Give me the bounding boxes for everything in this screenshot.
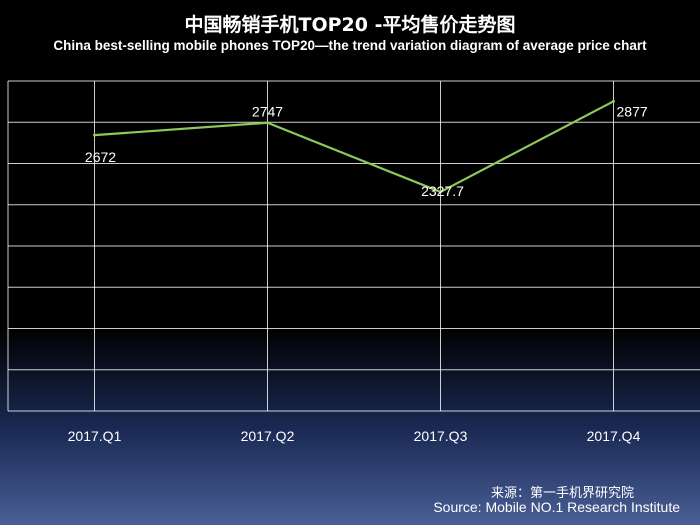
x-tick-label: 2017.Q4	[587, 428, 641, 444]
data-point	[93, 133, 96, 137]
chart-title-en: China best-selling mobile phones TOP20—t…	[53, 38, 647, 53]
data-label: 2327.7	[421, 183, 464, 199]
data-label: 2877	[617, 103, 648, 119]
series-line	[94, 100, 615, 194]
x-tick-label: 2017.Q2	[241, 428, 295, 444]
x-tick-label: 2017.Q3	[414, 428, 468, 444]
source-en: Source: Mobile NO.1 Research Institute	[433, 499, 680, 515]
data-label: 2747	[252, 104, 283, 120]
data-label: 2672	[85, 149, 116, 165]
data-point	[439, 190, 442, 194]
data-point	[612, 99, 615, 103]
data-point	[266, 121, 269, 125]
chart-title-cn: 中国畅销手机TOP20 -平均售价走势图	[184, 14, 516, 36]
x-tick-label: 2017.Q1	[68, 428, 122, 444]
source-cn: 来源：第一手机界研究院	[490, 486, 634, 501]
